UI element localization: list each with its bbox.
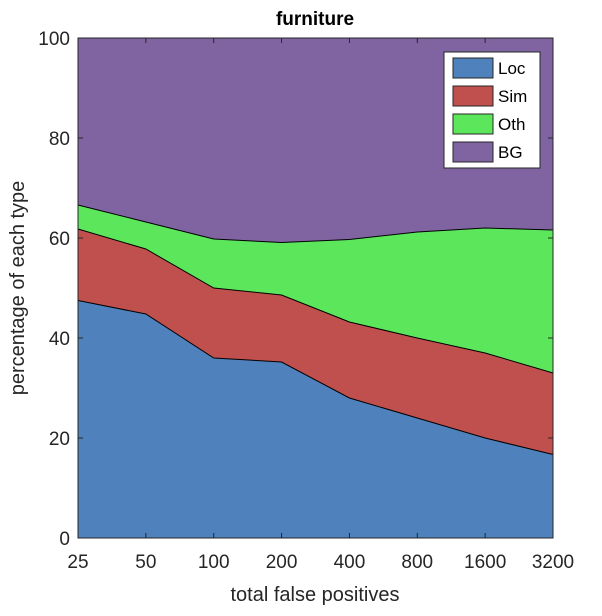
legend-label-loc: Loc [498,59,526,78]
y-tick-label: 0 [59,529,70,550]
y-axis-label: percentage of each type [7,181,29,396]
x-axis-label: total false positives [231,584,400,606]
x-tick-label: 1600 [464,552,506,573]
y-tick-label: 80 [49,129,70,150]
legend-swatch-sim [452,85,494,107]
area-oth [78,205,553,373]
legend-label-sim: Sim [498,87,527,106]
area-bg [78,38,553,243]
series-boundary-line [77,228,554,374]
y-tick-label: 60 [49,229,70,250]
x-tick-label: 800 [401,552,433,573]
x-tick-label: 50 [135,552,156,573]
legend-label-oth: Oth [498,115,525,134]
legend-swatch-loc [452,57,494,79]
x-tick-label: 400 [334,552,366,573]
area-loc [78,300,553,538]
legend: Loc Sim Oth BG [443,51,541,169]
axis-ticks: 25 50 100 200 400 800 1600 3200 0 20 40 60 80 100 [38,29,574,573]
y-tick-label: 40 [49,329,70,350]
area-sim [78,229,553,455]
y-tick-label: 20 [49,429,70,450]
x-tick-label: 25 [67,552,88,573]
x-tick-label: 200 [266,552,298,573]
plot-frame [77,37,554,539]
area-layer [77,38,554,538]
legend-swatch-oth [452,113,494,135]
x-tick-label: 3200 [532,552,574,573]
y-tick-label: 100 [38,29,70,50]
series-boundary-line [77,204,554,244]
legend-label-bg: BG [498,143,523,162]
legend-swatch-bg [452,141,494,163]
x-tick-label: 100 [198,552,230,573]
series-boundary-line [77,300,554,455]
chart-title: furniture [276,9,354,30]
